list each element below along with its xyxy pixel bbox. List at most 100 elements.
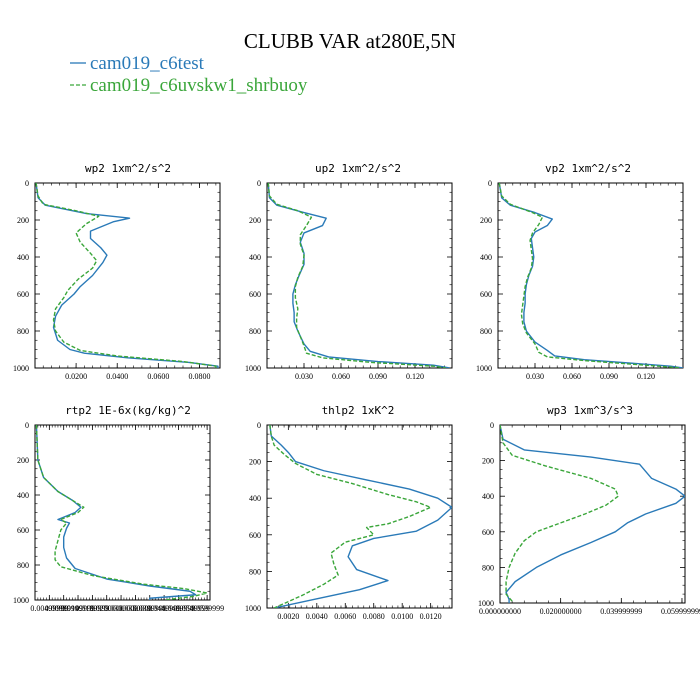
x-tick-label: 0.0120 <box>420 612 442 621</box>
y-tick-label: 0 <box>25 179 29 188</box>
x-tick-label: 0.0040 <box>306 612 328 621</box>
y-tick-label: 200 <box>249 216 261 225</box>
series-line-c6uvskw1-shrbuoy <box>500 425 619 603</box>
y-tick-label: 600 <box>17 526 29 535</box>
x-tick-label: 0.0499999 <box>161 604 195 613</box>
x-tick-label: 0.0599999 <box>190 604 224 613</box>
y-tick-label: 800 <box>249 567 261 576</box>
x-tick-label: 0.030 <box>295 372 313 381</box>
series-line-c6test <box>498 183 683 368</box>
y-tick-label: 0 <box>25 421 29 430</box>
y-tick-label: 1000 <box>476 364 492 373</box>
y-tick-label: 1000 <box>245 604 261 613</box>
plot-frame <box>499 424 686 604</box>
y-tick-label: 800 <box>17 561 29 570</box>
x-tick-label: 0.0400 <box>106 372 128 381</box>
series-line-c6uvskw1-shrbuoy <box>35 183 217 368</box>
y-tick-label: 1000 <box>245 364 261 373</box>
panel-title: rtp2 1E-6x(kg/kg)^2 <box>65 404 191 417</box>
y-tick-label: 0 <box>490 421 494 430</box>
panel-3: vp2 1xm^2/s^2 0 200 400 600 800 1000 0.030 0.060… <box>476 162 684 381</box>
series-line-c6test <box>500 425 685 603</box>
x-tick-label: 0.0200 <box>65 372 87 381</box>
y-tick-label: 400 <box>249 494 261 503</box>
x-tick-label: 0.0549999 <box>176 604 210 613</box>
panel-4: rtp2 1E-6x(kg/kg)^2020040060080010000.00… <box>13 404 224 613</box>
legend-label-2: cam019_c6uvskw1_shrbuoy <box>90 75 308 96</box>
panel-5: thlp2 1xK^2 0 200 400 600 800 1000 0.0020 0.0040… <box>245 404 453 621</box>
plot-frame <box>266 424 453 609</box>
x-tick-label: 0.0300000 <box>104 604 138 613</box>
panel-title: up2 1xm^2/s^2 <box>315 162 401 175</box>
x-tick-label: 0.00499999 <box>30 604 68 613</box>
plot-frame <box>497 182 684 369</box>
series-line-c6uvskw1-shrbuoy <box>267 183 446 368</box>
panel-title: thlp2 1xK^2 <box>322 404 395 417</box>
y-tick-label: 800 <box>482 563 494 572</box>
x-tick-label: 0.0800 <box>188 372 210 381</box>
x-tick-label: 0.0399999 <box>133 604 167 613</box>
y-tick-label: 600 <box>17 290 29 299</box>
y-tick-label: 400 <box>482 492 494 501</box>
panel-1: wp2 1xm^2/s^2 0 200 400 600 800 1000 0.0200 0.04… <box>13 162 221 381</box>
panel-title: wp3 1xm^3/s^3 <box>547 404 633 417</box>
x-tick-label: 0.0020 <box>277 612 299 621</box>
y-tick-label: 200 <box>480 216 492 225</box>
x-tick-label: 0.020000000 <box>540 607 582 616</box>
y-tick-label: 600 <box>482 528 494 537</box>
x-tick-label: 0.039999999 <box>600 607 642 616</box>
figure-title: CLUBB VAR at280E,5N <box>244 29 456 53</box>
y-tick-label: 200 <box>17 456 29 465</box>
panel-title: wp2 1xm^2/s^2 <box>85 162 171 175</box>
y-tick-label: 400 <box>249 253 261 262</box>
y-tick-label: 800 <box>249 327 261 336</box>
legend-label-1: cam019_c6test <box>90 53 205 74</box>
x-tick-label: 0.090 <box>369 372 387 381</box>
panels: wp2 1xm^2/s^2 0 200 400 600 800 1000 0.0200 0.04… <box>13 162 700 621</box>
series-line-c6uvskw1-shrbuoy <box>269 425 432 608</box>
y-tick-label: 1000 <box>13 596 29 605</box>
y-tick-label: 0 <box>257 179 261 188</box>
y-tick-label: 200 <box>17 216 29 225</box>
series-line-c6test <box>35 183 219 368</box>
x-tick-label: 0.00999999 <box>45 604 83 613</box>
y-tick-label: 0 <box>257 421 261 430</box>
series-line-c6uvskw1-shrbuoy <box>498 183 681 368</box>
x-tick-label: 0.0149999 <box>61 604 95 613</box>
x-tick-label: 0.060 <box>563 372 581 381</box>
x-tick-label: 0.0199999 <box>75 604 109 613</box>
x-tick-label: 0.000000000 <box>479 607 521 616</box>
series-line-c6test <box>35 425 197 600</box>
y-tick-label: 600 <box>249 531 261 540</box>
x-tick-label: 0.0600 <box>147 372 169 381</box>
panel-2: up2 1xm^2/s^2 0 200 400 600 800 1000 0.030 0.060… <box>245 162 453 381</box>
legend: cam019_c6test cam019_c6uvskw1_shrbuoy <box>70 53 308 96</box>
x-tick-label: 0.0060 <box>334 612 356 621</box>
panel-6: wp3 1xm^3/s^3 0 200 400 600 800 10000.00000000… <box>478 404 700 616</box>
y-tick-label: 600 <box>480 290 492 299</box>
x-tick-label: 0.120 <box>406 372 424 381</box>
y-tick-label: 1000 <box>13 364 29 373</box>
x-tick-label: 0.0449999 <box>147 604 181 613</box>
y-tick-label: 200 <box>249 458 261 467</box>
x-tick-label: 0.0100 <box>391 612 413 621</box>
x-tick-label: 0.090 <box>600 372 618 381</box>
y-tick-label: 1000 <box>478 599 494 608</box>
series-line-c6test <box>269 425 452 608</box>
y-tick-label: 0 <box>488 179 492 188</box>
y-tick-label: 400 <box>480 253 492 262</box>
y-tick-label: 400 <box>17 491 29 500</box>
plot-frame <box>34 424 211 601</box>
series-line-c6test <box>267 183 450 368</box>
x-tick-label: 0.060 <box>332 372 350 381</box>
x-tick-label: 0.0350000 <box>118 604 152 613</box>
y-tick-label: 600 <box>249 290 261 299</box>
x-tick-label: 0.120 <box>637 372 655 381</box>
y-tick-label: 800 <box>480 327 492 336</box>
x-tick-label: 0.059999999 <box>661 607 700 616</box>
x-tick-label: 0.030 <box>526 372 544 381</box>
y-tick-label: 200 <box>482 457 494 466</box>
y-tick-label: 400 <box>17 253 29 262</box>
series-line-c6uvskw1-shrbuoy <box>35 425 208 600</box>
